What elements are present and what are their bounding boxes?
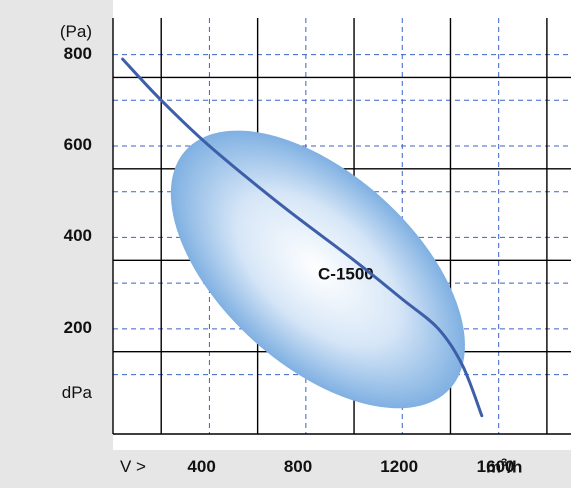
x-tick-label: 1200 [380, 457, 418, 477]
operating-region: C-1500 [121, 79, 514, 460]
x-unit-base: m [486, 458, 501, 477]
operating-region-label: C-1500 [318, 264, 374, 283]
y-tick-label: 200 [0, 318, 92, 338]
x-axis-unit: m3/h [486, 457, 522, 478]
y-axis-dpa-label: dPa [0, 383, 92, 403]
y-tick-label: 400 [0, 226, 92, 246]
x-axis-prefix: V > [120, 457, 146, 477]
x-tick-label: 800 [284, 457, 312, 477]
y-tick-label: 600 [0, 135, 92, 155]
x-tick-label: 400 [187, 457, 215, 477]
y-axis-unit-label: (Pa) [0, 22, 92, 42]
x-unit-suffix: /h [507, 458, 522, 477]
y-tick-label: 800 [0, 44, 92, 64]
